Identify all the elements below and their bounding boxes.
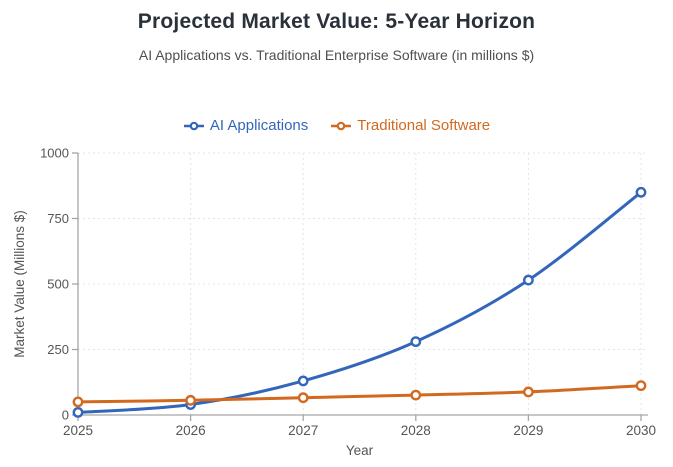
legend-label: AI Applications [209,117,309,134]
legend-item-traditional-software[interactable]: Traditional Software [330,117,490,134]
y-tick-label: 500 [47,277,69,292]
legend-label: Traditional Software [357,117,491,134]
x-tick-label: 2025 [63,423,93,438]
data-point-marker[interactable] [72,396,84,408]
y-tick-label: 1000 [40,146,69,161]
chart-subtitle: AI Applications vs. Traditional Enterpri… [138,47,535,63]
page: { "colors": { "title": "#2a3138", "subti… [0,10,673,467]
series-line-traditional-software [76,384,643,404]
y-tick-label: 750 [47,211,69,226]
y-tick-label: 250 [47,342,69,357]
x-tick-label: 2029 [513,423,543,438]
legend-line-marker-icon [331,121,352,130]
y-tick-label: 0 [62,408,69,423]
series-line-ai-applications [76,190,643,414]
data-point-marker[interactable] [185,394,197,406]
data-point-marker[interactable] [410,389,422,401]
data-point-marker[interactable] [523,386,534,398]
chart-canvas: 0 250 500 750 1000 2025 2026 2027 2028 2029 2030 Ye… [12,146,656,458]
data-point-marker[interactable] [523,274,534,286]
data-point-marker[interactable] [635,380,647,392]
x-tick-label: 2026 [176,423,206,438]
legend-marker-circle [189,121,199,130]
data-point-marker[interactable] [410,336,422,348]
x-tick-label: 2028 [401,423,431,438]
legend: AI Applications Traditional Software [0,117,673,134]
chart-header: Projected Market Value: 5-Year Horizon A… [0,10,673,63]
y-axis-title: Market Value (Millions $) [12,210,27,358]
data-point-marker[interactable] [297,392,309,404]
data-point-marker[interactable] [635,186,647,198]
x-tick-label: 2027 [288,423,318,438]
data-point-marker[interactable] [72,406,84,418]
x-axis-title: Year [346,443,374,458]
x-tick-label: 2030 [626,423,656,438]
chart-title: Projected Market Value: 5-Year Horizon [137,10,536,33]
legend-line-marker-icon [183,121,204,130]
legend-item-ai-applications[interactable]: AI Applications [183,117,308,134]
legend-marker-circle [336,121,346,130]
data-point-marker[interactable] [297,375,309,387]
